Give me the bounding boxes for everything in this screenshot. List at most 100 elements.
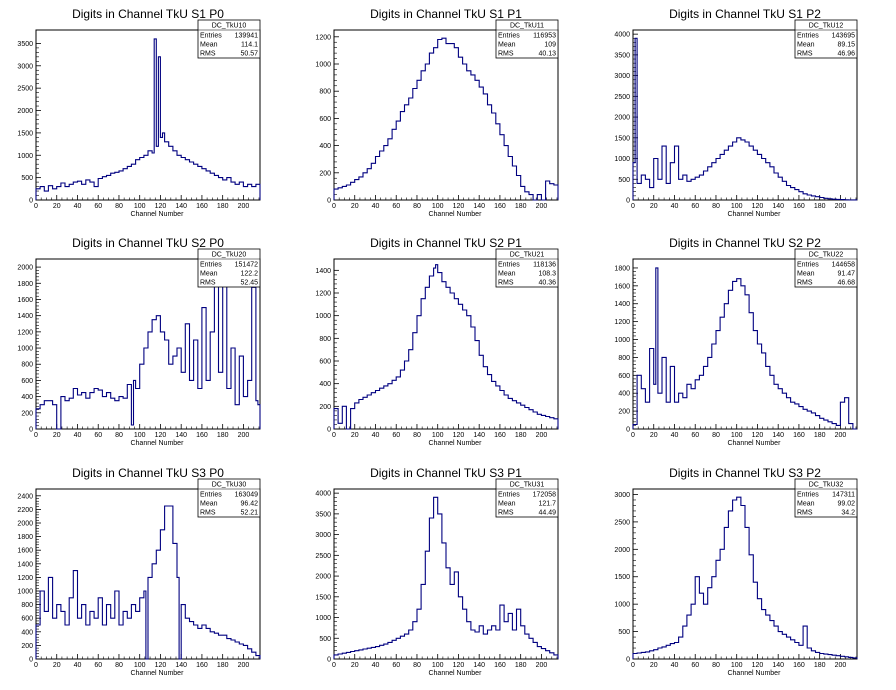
- y-tick-label: 200: [21, 643, 33, 650]
- panel-title: Digits in Channel TkU S1 P2: [669, 7, 821, 21]
- x-tick-label: 60: [691, 203, 699, 210]
- histogram-series: [632, 37, 858, 201]
- y-tick-label: 800: [319, 336, 331, 343]
- y-tick-label: 2400: [17, 493, 33, 500]
- y-tick-label: 1400: [17, 561, 33, 568]
- histogram-panel: Digits in Channel TkU S3 P20500100015002…: [614, 466, 858, 677]
- x-tick-label: 0: [332, 662, 336, 669]
- y-tick-label: 200: [319, 404, 331, 411]
- x-tick-label: 60: [94, 203, 102, 210]
- plot-frame: [333, 488, 559, 660]
- x-tick-label: 100: [134, 662, 146, 669]
- x-tick-label: 120: [155, 432, 167, 439]
- stats-value: 151472: [235, 262, 258, 269]
- x-tick-label: 100: [134, 432, 146, 439]
- histogram-panel: Digits in Channel TkU S2 P20200400600800…: [614, 236, 858, 447]
- stats-label: RMS: [797, 510, 813, 517]
- stats-label: Mean: [797, 42, 815, 49]
- x-tick-label: 200: [835, 432, 847, 439]
- x-tick-label: 20: [53, 662, 61, 669]
- x-tick-label: 200: [238, 432, 250, 439]
- x-axis-label: Channel Number: [428, 211, 482, 218]
- x-tick-label: 0: [631, 662, 635, 669]
- y-tick-label: 600: [319, 116, 331, 123]
- x-tick-label: 60: [392, 203, 400, 210]
- x-tick-label: 60: [94, 662, 102, 669]
- x-tick-label: 160: [196, 432, 208, 439]
- stats-label: Mean: [797, 271, 815, 278]
- x-tick-label: 180: [515, 432, 527, 439]
- x-tick-label: 100: [731, 203, 743, 210]
- y-tick-label: 400: [618, 391, 630, 398]
- stats-value: 109: [544, 42, 556, 49]
- stats-name: DC_TkU10: [212, 23, 247, 30]
- stats-label: Entries: [200, 33, 222, 40]
- x-tick-label: 80: [115, 203, 123, 210]
- stats-value: 116953: [533, 33, 556, 40]
- y-tick-label: 800: [21, 602, 33, 609]
- x-tick-label: 100: [432, 203, 444, 210]
- x-tick-label: 180: [814, 203, 826, 210]
- stats-name: DC_TkU11: [510, 23, 544, 30]
- stats-value: 144658: [832, 262, 855, 269]
- y-tick-label: 600: [319, 359, 331, 366]
- panel-title: Digits in Channel TkU S2 P0: [72, 236, 224, 250]
- x-tick-label: 120: [752, 662, 764, 669]
- x-tick-label: 20: [351, 662, 359, 669]
- x-tick-label: 140: [473, 662, 485, 669]
- x-tick-label: 160: [494, 662, 506, 669]
- x-tick-label: 200: [238, 203, 250, 210]
- stats-value: 50.57: [240, 51, 258, 58]
- stats-value: 143695: [832, 33, 855, 40]
- x-tick-label: 200: [536, 662, 548, 669]
- stats-box: [197, 478, 261, 518]
- x-tick-label: 40: [74, 432, 82, 439]
- stats-label: Mean: [797, 501, 815, 508]
- stats-name: DC_TkU12: [809, 23, 844, 30]
- stats-value: 44.49: [538, 510, 556, 517]
- plot-frame: [333, 29, 559, 201]
- stats-label: Entries: [797, 492, 819, 499]
- x-tick-label: 180: [515, 662, 527, 669]
- x-tick-label: 160: [494, 203, 506, 210]
- stats-value: 46.68: [837, 280, 855, 287]
- stats-label: Entries: [498, 492, 520, 499]
- y-tick-label: 1200: [315, 291, 331, 298]
- y-tick-label: 1400: [614, 301, 630, 308]
- y-tick-label: 1500: [17, 130, 33, 137]
- x-tick-label: 40: [671, 432, 679, 439]
- y-tick-label: 3000: [315, 532, 331, 539]
- plot-frame: [35, 258, 261, 430]
- y-tick-label: 1500: [315, 594, 331, 601]
- plot-frame: [632, 258, 858, 430]
- plot-frame: [333, 258, 559, 430]
- stats-value: 99.02: [837, 501, 855, 508]
- y-tick-label: 2000: [614, 115, 630, 122]
- y-tick-label: 1000: [315, 313, 331, 320]
- y-tick-label: 1200: [17, 329, 33, 336]
- stats-box: [495, 19, 559, 59]
- y-tick-label: 200: [21, 410, 33, 417]
- stats-value: 91.47: [837, 271, 855, 278]
- x-axis-label: Channel Number: [727, 211, 781, 218]
- plot-frame: [632, 488, 858, 660]
- y-tick-label: 2000: [17, 108, 33, 115]
- stats-name: DC_TkU21: [510, 252, 545, 259]
- stats-value: 96.42: [240, 501, 258, 508]
- x-tick-label: 80: [712, 432, 720, 439]
- panel-title: Digits in Channel TkU S3 P1: [370, 466, 522, 480]
- histogram-panel: Digits in Channel TkU S1 P10200400600800…: [315, 7, 559, 218]
- x-tick-label: 20: [53, 203, 61, 210]
- x-tick-label: 160: [196, 203, 208, 210]
- x-tick-label: 140: [175, 432, 187, 439]
- histogram-panel: Digits in Channel TkU S2 P10200400600800…: [315, 236, 559, 447]
- stats-box: [794, 19, 858, 59]
- histogram-series: [333, 496, 559, 659]
- stats-box: [495, 478, 559, 518]
- stats-name: DC_TkU32: [809, 482, 844, 489]
- x-tick-label: 80: [712, 662, 720, 669]
- y-tick-label: 2500: [315, 553, 331, 560]
- x-tick-label: 140: [473, 432, 485, 439]
- stats-label: Entries: [498, 262, 520, 269]
- x-tick-label: 100: [731, 662, 743, 669]
